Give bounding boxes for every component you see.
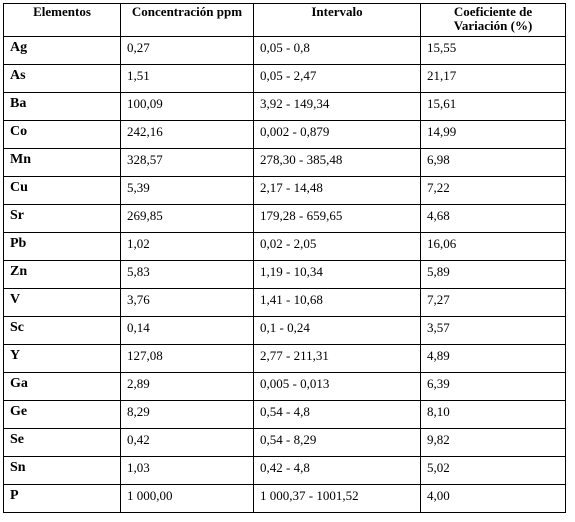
concentration-cell: 100,09 [120,92,254,121]
table-row: Sr 269,85 179,28 - 659,65 4,68 [3,204,566,233]
element-cell: Zn [3,260,121,289]
interval-cell: 278,30 - 385,48 [253,148,421,177]
table-row: Mn 328,57 278,30 - 385,48 6,98 [3,148,566,177]
interval-cell: 1 000,37 - 1001,52 [253,484,421,513]
element-cell: P [3,484,121,513]
element-cell: Ag [3,36,121,65]
interval-cell: 0,1 - 0,24 [253,316,421,345]
interval-cell: 0,54 - 8,29 [253,428,421,457]
table-row: Zn 5,83 1,19 - 10,34 5,89 [3,260,566,289]
element-cell: Ga [3,372,121,401]
interval-cell: 2,77 - 211,31 [253,344,421,373]
concentration-cell: 127,08 [120,344,254,373]
variation-cell: 6,39 [420,372,566,401]
interval-cell: 3,92 - 149,34 [253,92,421,121]
table-row: Co 242,16 0,002 - 0,879 14,99 [3,120,566,149]
header-coeficiente: Coeficiente de Variación (%) [420,3,566,37]
concentration-cell: 3,76 [120,288,254,317]
element-cell: V [3,288,121,317]
concentration-cell: 0,14 [120,316,254,345]
table-row: Sn 1,03 0,42 - 4,8 5,02 [3,456,566,485]
table-row: V 3,76 1,41 - 10,68 7,27 [3,288,566,317]
variation-cell: 4,68 [420,204,566,233]
table-row: Ge 8,29 0,54 - 4,8 8,10 [3,400,566,429]
table-row: Sc 0,14 0,1 - 0,24 3,57 [3,316,566,345]
concentration-cell: 269,85 [120,204,254,233]
variation-cell: 14,99 [420,120,566,149]
interval-cell: 2,17 - 14,48 [253,176,421,205]
variation-cell: 8,10 [420,400,566,429]
interval-cell: 0,005 - 0,013 [253,372,421,401]
interval-cell: 0,02 - 2,05 [253,232,421,261]
concentration-cell: 1,03 [120,456,254,485]
variation-cell: 21,17 [420,64,566,93]
element-cell: Mn [3,148,121,177]
element-cell: Sc [3,316,121,345]
element-cell: Cu [3,176,121,205]
interval-cell: 0,54 - 4,8 [253,400,421,429]
variation-cell: 3,57 [420,316,566,345]
interval-cell: 0,42 - 4,8 [253,456,421,485]
element-cell: As [3,64,121,93]
table-header: Elementos Concentración ppm Intervalo Co… [3,3,566,37]
concentration-cell: 0,27 [120,36,254,65]
element-cell: Sr [3,204,121,233]
table-row: Pb 1,02 0,02 - 2,05 16,06 [3,232,566,261]
header-concentracion: Concentración ppm [120,3,254,37]
table-row: Y 127,08 2,77 - 211,31 4,89 [3,344,566,373]
table-row: Ga 2,89 0,005 - 0,013 6,39 [3,372,566,401]
variation-cell: 4,89 [420,344,566,373]
element-cell: Pb [3,232,121,261]
element-cell: Sn [3,456,121,485]
concentration-cell: 1,02 [120,232,254,261]
variation-cell: 16,06 [420,232,566,261]
concentration-cell: 8,29 [120,400,254,429]
concentration-cell: 0,42 [120,428,254,457]
variation-cell: 7,27 [420,288,566,317]
interval-cell: 1,19 - 10,34 [253,260,421,289]
variation-cell: 5,02 [420,456,566,485]
variation-cell: 6,98 [420,148,566,177]
interval-cell: 0,002 - 0,879 [253,120,421,149]
table-row: Se 0,42 0,54 - 8,29 9,82 [3,428,566,457]
header-row: Elementos Concentración ppm Intervalo Co… [3,3,566,37]
concentration-cell: 242,16 [120,120,254,149]
interval-cell: 0,05 - 2,47 [253,64,421,93]
interval-cell: 1,41 - 10,68 [253,288,421,317]
concentration-cell: 2,89 [120,372,254,401]
table-row: Cu 5,39 2,17 - 14,48 7,22 [3,176,566,205]
element-cell: Ge [3,400,121,429]
data-table-container: Elementos Concentración ppm Intervalo Co… [3,3,566,513]
table-row: Ag 0,27 0,05 - 0,8 15,55 [3,36,566,65]
interval-cell: 0,05 - 0,8 [253,36,421,65]
element-cell: Ba [3,92,121,121]
concentration-cell: 1,51 [120,64,254,93]
concentration-cell: 328,57 [120,148,254,177]
concentration-cell: 5,83 [120,260,254,289]
element-cell: Y [3,344,121,373]
header-elementos: Elementos [3,3,121,37]
element-cell: Co [3,120,121,149]
table-body: Ag 0,27 0,05 - 0,8 15,55 As 1,51 0,05 - 2,47 21… [3,36,566,513]
concentration-cell: 5,39 [120,176,254,205]
variation-cell: 15,55 [420,36,566,65]
concentration-cell: 1 000,00 [120,484,254,513]
variation-cell: 4,00 [420,484,566,513]
variation-cell: 15,61 [420,92,566,121]
variation-cell: 7,22 [420,176,566,205]
variation-cell: 9,82 [420,428,566,457]
element-concentration-table: Elementos Concentración ppm Intervalo Co… [3,3,566,513]
variation-cell: 5,89 [420,260,566,289]
header-intervalo: Intervalo [253,3,421,37]
element-cell: Se [3,428,121,457]
table-row: Ba 100,09 3,92 - 149,34 15,61 [3,92,566,121]
interval-cell: 179,28 - 659,65 [253,204,421,233]
table-row: As 1,51 0,05 - 2,47 21,17 [3,64,566,93]
